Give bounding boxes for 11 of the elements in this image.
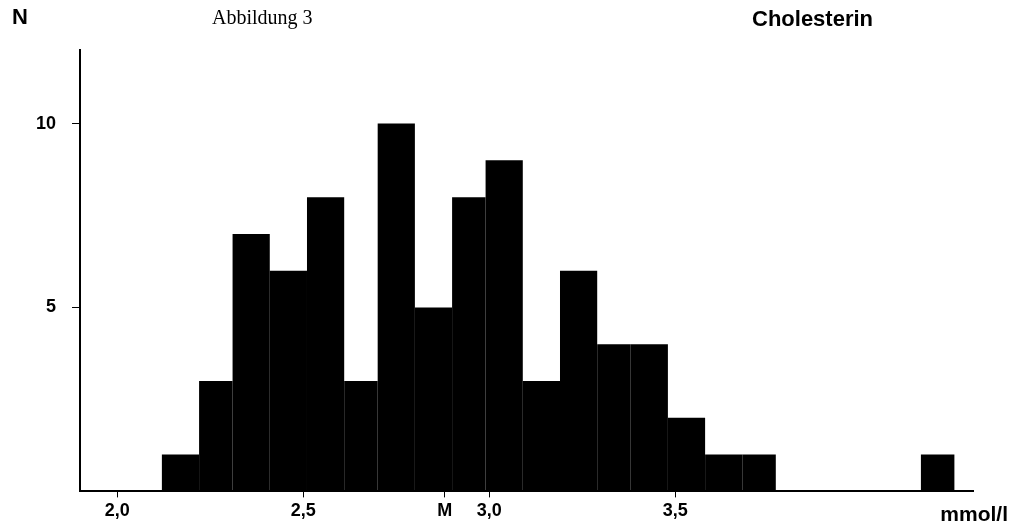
y-axis-title: N (12, 4, 28, 29)
x-tick-label: 2,5 (290, 500, 316, 521)
x-tick-label: 2,0 (104, 500, 130, 521)
chart-title: Cholesterin (752, 6, 874, 31)
text: Abbildung 3 (212, 6, 313, 29)
x-tick-label: 3,0 (476, 500, 502, 521)
y-tick-label: 10 (35, 112, 57, 133)
x-tick-label: M (437, 500, 453, 521)
x-axis-title: mmol/l (940, 502, 1008, 525)
x-tick-label: 3,5 (662, 500, 688, 521)
y-tick-label: 5 (46, 296, 57, 317)
